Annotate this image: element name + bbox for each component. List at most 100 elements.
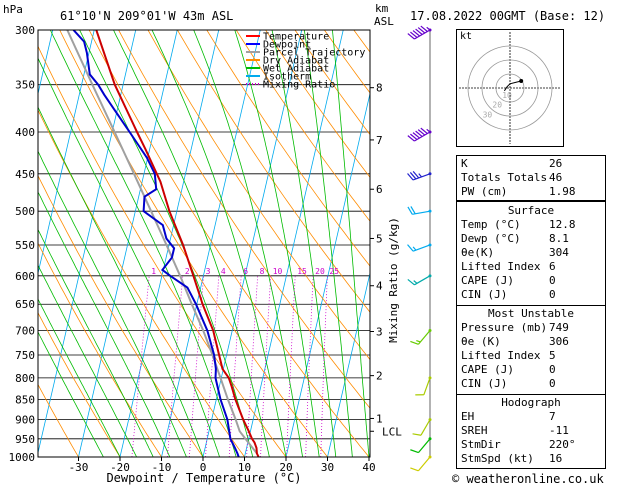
- wind-barb-flag: [413, 280, 418, 284]
- hodograph-ring: [467, 45, 553, 131]
- wind-barb-dot: [428, 437, 432, 441]
- pressure-tick-label: 550: [15, 239, 35, 252]
- x-axis-label: Dewpoint / Temperature (°C): [106, 471, 301, 485]
- surface-row: CIN (J) 0: [461, 288, 556, 301]
- skewt-background-lines: [38, 30, 370, 457]
- wind-barb-dot: [428, 243, 432, 247]
- mixing-ratio-axis-label: Mixing Ratio (g/kg): [387, 217, 400, 343]
- divider: [457, 394, 605, 395]
- datetime-title: 17.08.2022 00GMT (Base: 12): [410, 9, 605, 23]
- pressure-tick-label: 300: [15, 24, 35, 37]
- wet-adiabat-line: [38, 191, 171, 457]
- wet-adiabat-line: [49, 30, 237, 457]
- wind-barb-dot: [428, 28, 432, 32]
- stats-panel: Surface Temp (°C) 12.8 Dewp (°C) 8.1 θe(K)…: [456, 201, 606, 469]
- wind-barb-flag: [418, 173, 422, 178]
- wind-barb-flag: [420, 127, 428, 134]
- pressure-tick-label: 650: [15, 298, 35, 311]
- mixing-ratio-line: [228, 275, 242, 457]
- mu-row: θe (K) 306: [461, 335, 569, 348]
- hodo-row: EH 7: [461, 410, 556, 423]
- hodograph-ring: [495, 73, 525, 103]
- wind-barb-dot: [428, 376, 432, 380]
- wind-barb-flag: [410, 31, 418, 38]
- dry-adiabat-line: [59, 30, 328, 457]
- wet-adiabat-line: [38, 331, 104, 457]
- wind-barb-flag: [410, 133, 418, 140]
- index-row-k: K 26: [461, 157, 563, 170]
- km-tick-label: 4: [376, 280, 383, 293]
- temperature-tick-label: 30: [321, 461, 334, 474]
- wind-barb-flag: [407, 173, 414, 181]
- hodo-row: StmSpd (kt) 16: [461, 452, 563, 465]
- mixing-ratio-line: [286, 275, 296, 457]
- wet-adiabat-line: [113, 30, 270, 457]
- dry-adiabat-line: [176, 30, 370, 313]
- surface-row: CAPE (J) 0: [461, 274, 556, 287]
- mixing-ratio-line: [260, 275, 272, 457]
- surface-row: θe(K) 304: [461, 246, 569, 259]
- hodo-row: SREH -11: [461, 424, 569, 437]
- km-tick-label: 7: [376, 134, 383, 147]
- wind-barb-flag: [417, 27, 426, 34]
- mu-row: Lifted Index 5: [461, 349, 556, 362]
- dry-adiabat-line: [38, 45, 287, 457]
- wind-barb-flag: [407, 244, 414, 252]
- dry-adiabat-line: [38, 383, 79, 457]
- indices-panel: K 26 Totals Totals 46 PW (cm) 1.98: [456, 155, 606, 201]
- km-tick-label: 5: [376, 232, 383, 245]
- surface-title: Surface: [507, 204, 555, 217]
- hodograph-unit: kt: [460, 31, 473, 42]
- pressure-tick-label: 400: [15, 126, 35, 139]
- hpa-label: hPa: [3, 3, 23, 16]
- legend-label: Dry Adiabat: [263, 56, 329, 67]
- pressure-tick-label: 900: [15, 414, 35, 427]
- wind-barb-dot: [428, 209, 432, 213]
- wet-adiabat-line: [38, 298, 121, 457]
- wind-barb-flag: [412, 132, 420, 139]
- mixing-ratio-label: 10: [273, 267, 283, 276]
- wind-barb-flag: [417, 129, 426, 136]
- wet-adiabat-line: [303, 30, 353, 457]
- wind-barb-flag: [416, 340, 421, 343]
- dry-adiabat-line: [118, 30, 370, 409]
- wet-adiabat-line: [38, 264, 137, 457]
- wind-barbs: [407, 25, 432, 472]
- temperature-tick-label: 0: [200, 461, 207, 474]
- wind-barb-dot: [428, 455, 432, 459]
- skewt-axes: 1 2 3 4 6 8 10 15 20 2530035040045050055060065070…: [9, 24, 403, 474]
- isotherm-line: [38, 30, 95, 275]
- wind-barb-flag: [420, 25, 428, 32]
- location-title: 61°10'N 209°01'W 43m ASL: [60, 9, 233, 23]
- km-tick-label: 2: [376, 370, 383, 383]
- surface-row: Temp (°C) 12.8: [461, 218, 576, 231]
- pressure-tick-label: 850: [15, 393, 35, 406]
- dry-adiabat-line: [235, 30, 370, 222]
- mixing-ratio-label: 8: [260, 267, 265, 276]
- wind-barb: [420, 419, 431, 436]
- pressure-tick-label: 1000: [9, 451, 36, 464]
- wind-barb-dot: [428, 274, 432, 278]
- surface-row: Lifted Index 6: [461, 260, 556, 273]
- km-tick-label: 1: [376, 412, 383, 425]
- wind-barb-flag: [410, 206, 416, 215]
- dry-adiabat-line: [147, 30, 370, 361]
- isotherm-line: [368, 450, 370, 457]
- wind-barb-dot: [428, 130, 432, 134]
- wind-barb-dot: [428, 172, 432, 176]
- mixing-ratio-label: 4: [221, 267, 226, 276]
- dry-adiabat-line: [265, 30, 370, 178]
- isotherm-line: [202, 30, 303, 457]
- temperature-tick-label: -30: [69, 461, 89, 474]
- dry-adiabat-line: [38, 174, 204, 457]
- wind-barb-flag: [409, 172, 417, 180]
- pressure-tick-label: 700: [15, 325, 35, 338]
- wet-adiabat-line: [151, 30, 287, 457]
- temperature-tick-label: 10: [238, 461, 251, 474]
- wet-adiabat-line: [38, 57, 220, 457]
- mixing-ratio-line: [131, 275, 150, 457]
- dry-adiabat-line: [38, 109, 245, 457]
- wind-barb-flag: [407, 278, 415, 286]
- wind-barb-flag: [412, 171, 420, 179]
